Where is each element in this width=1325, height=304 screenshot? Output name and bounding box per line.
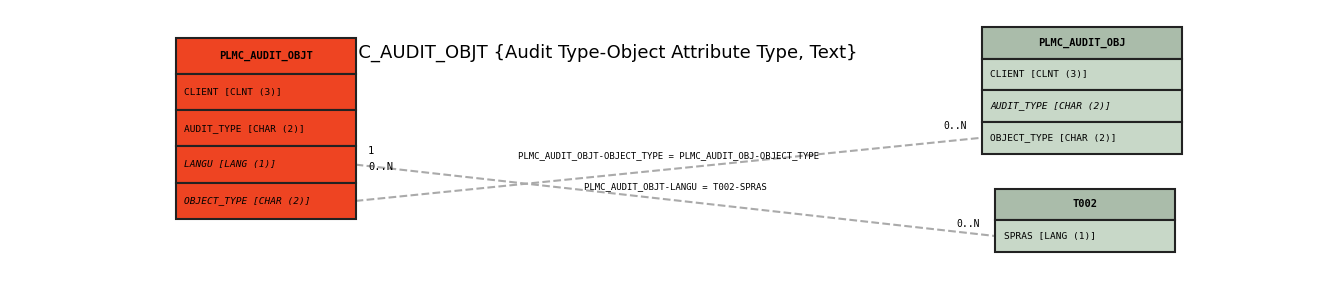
Text: PLMC_AUDIT_OBJT-LANGU = T002-SPRAS: PLMC_AUDIT_OBJT-LANGU = T002-SPRAS bbox=[584, 182, 767, 191]
FancyBboxPatch shape bbox=[176, 183, 355, 219]
Text: CLIENT [CLNT (3)]: CLIENT [CLNT (3)] bbox=[990, 70, 1088, 79]
Text: 0..N: 0..N bbox=[943, 121, 966, 131]
Text: PLMC_AUDIT_OBJT: PLMC_AUDIT_OBJT bbox=[219, 51, 313, 61]
Text: PLMC_AUDIT_OBJT-OBJECT_TYPE = PLMC_AUDIT_OBJ-OBJECT_TYPE: PLMC_AUDIT_OBJT-OBJECT_TYPE = PLMC_AUDIT… bbox=[518, 151, 819, 160]
FancyBboxPatch shape bbox=[176, 110, 355, 147]
Text: OBJECT_TYPE [CHAR (2)]: OBJECT_TYPE [CHAR (2)] bbox=[184, 196, 310, 206]
Text: AUDIT_TYPE [CHAR (2)]: AUDIT_TYPE [CHAR (2)] bbox=[990, 102, 1110, 111]
FancyBboxPatch shape bbox=[176, 147, 355, 183]
FancyBboxPatch shape bbox=[176, 38, 355, 74]
Text: OBJECT_TYPE [CHAR (2)]: OBJECT_TYPE [CHAR (2)] bbox=[990, 133, 1117, 142]
FancyBboxPatch shape bbox=[995, 220, 1175, 252]
Text: SPRAS [LANG (1)]: SPRAS [LANG (1)] bbox=[1003, 232, 1096, 240]
FancyBboxPatch shape bbox=[982, 122, 1182, 154]
Text: 1: 1 bbox=[368, 146, 374, 156]
Text: CLIENT [CLNT (3)]: CLIENT [CLNT (3)] bbox=[184, 88, 282, 97]
FancyBboxPatch shape bbox=[982, 90, 1182, 122]
Text: 0..N: 0..N bbox=[957, 219, 980, 229]
Text: PLMC_AUDIT_OBJ: PLMC_AUDIT_OBJ bbox=[1039, 38, 1126, 48]
FancyBboxPatch shape bbox=[982, 59, 1182, 90]
Text: T002: T002 bbox=[1073, 199, 1097, 209]
Text: SAP ABAP table PLMC_AUDIT_OBJT {Audit Type-Object Attribute Type, Text}: SAP ABAP table PLMC_AUDIT_OBJT {Audit Ty… bbox=[176, 43, 857, 62]
Text: 0..N: 0..N bbox=[368, 162, 394, 172]
FancyBboxPatch shape bbox=[176, 74, 355, 110]
FancyBboxPatch shape bbox=[982, 27, 1182, 59]
FancyBboxPatch shape bbox=[995, 188, 1175, 220]
Text: LANGU [LANG (1)]: LANGU [LANG (1)] bbox=[184, 160, 276, 169]
Text: AUDIT_TYPE [CHAR (2)]: AUDIT_TYPE [CHAR (2)] bbox=[184, 124, 305, 133]
